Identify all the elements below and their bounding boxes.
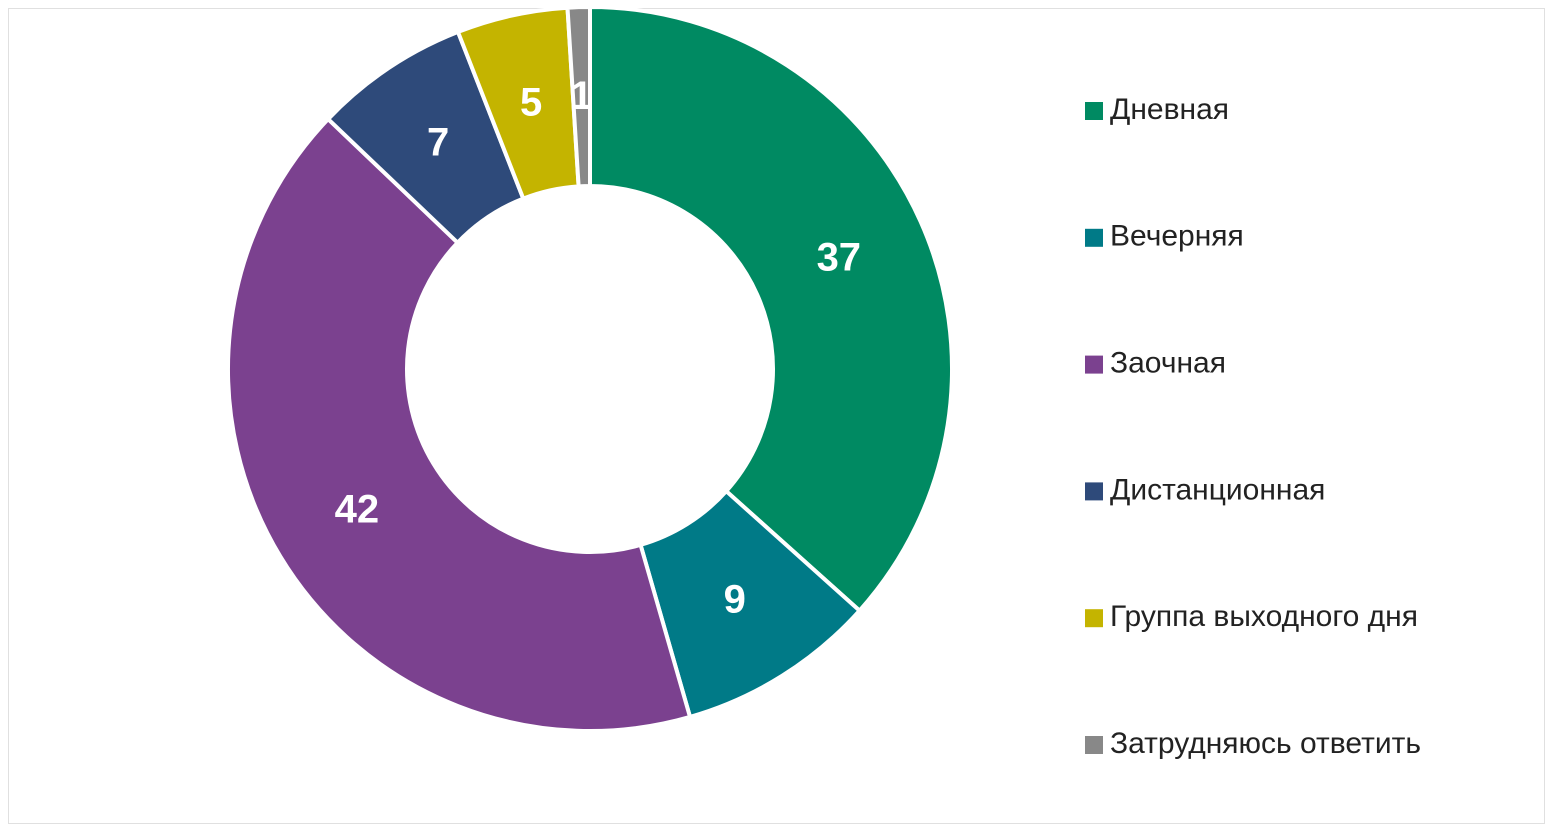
donut-slice [226,116,693,733]
data-label: 37 [817,235,862,279]
legend-swatch [1085,609,1103,628]
donut-slice [588,4,954,614]
legend-label: Дневная [1110,93,1229,126]
legend-label: Вечерняя [1110,220,1244,253]
legend-swatch [1085,228,1103,247]
legend-swatch [1085,102,1103,120]
legend-swatch [1085,482,1103,501]
data-label: 9 [724,577,746,621]
legend-label: Затрудняюсь ответить [1110,727,1421,760]
legend-swatch [1085,736,1103,754]
legend-swatch [1085,355,1103,374]
donut-slice [565,4,592,189]
legend-label: Дистанционная [1110,473,1325,506]
data-label: 42 [335,488,380,532]
data-label: 7 [427,120,449,164]
legend-label: Заочная [1110,347,1226,380]
legend-label: Группа выходного дня [1110,600,1418,633]
data-label: 1 [570,74,592,118]
data-label: 5 [520,80,542,124]
